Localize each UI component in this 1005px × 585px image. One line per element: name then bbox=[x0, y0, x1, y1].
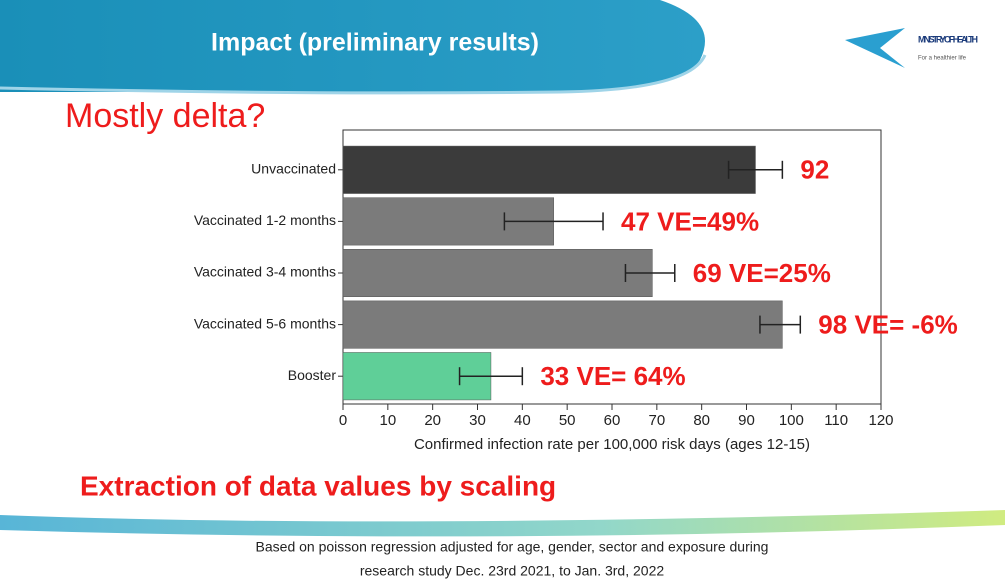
y-tick-label: Vaccinated 3-4 months bbox=[194, 264, 336, 280]
x-tick-label: 60 bbox=[604, 412, 621, 429]
x-tick-label: 20 bbox=[424, 412, 441, 429]
y-tick-label: Vaccinated 5-6 months bbox=[194, 315, 336, 331]
x-tick-label: 70 bbox=[648, 412, 665, 429]
y-tick-label: Booster bbox=[288, 367, 337, 383]
bar bbox=[342, 300, 783, 349]
logo-name: MINISTRY OF HEALTH bbox=[918, 34, 978, 44]
x-tick-label: 10 bbox=[379, 412, 396, 429]
y-tick-label: Unvaccinated bbox=[251, 161, 336, 177]
x-tick-label: 30 bbox=[469, 412, 486, 429]
x-axis-label: Confirmed infection rate per 100,000 ris… bbox=[414, 436, 810, 453]
x-tick-label: 120 bbox=[868, 412, 893, 429]
y-tick-label: Vaccinated 1-2 months bbox=[194, 212, 336, 228]
x-tick-label: 110 bbox=[824, 412, 848, 429]
logo-tagline: For a healthier life bbox=[918, 56, 967, 62]
value-label: 33 VE= 64% bbox=[540, 361, 685, 391]
value-label: 92 bbox=[800, 155, 829, 185]
header-band bbox=[0, 0, 705, 92]
footer-white bbox=[0, 525, 1005, 585]
x-tick-label: 100 bbox=[779, 412, 804, 429]
header-title: Impact (preliminary results) bbox=[211, 29, 539, 57]
header-edge bbox=[0, 54, 707, 95]
x-tick-label: 0 bbox=[339, 412, 347, 429]
bar bbox=[342, 249, 653, 297]
footnote-line: research study Dec. 23rd 2021, to Jan. 3… bbox=[360, 563, 665, 579]
value-label: 47 VE=49% bbox=[621, 206, 759, 236]
value-label: 69 VE=25% bbox=[693, 258, 831, 288]
bar bbox=[342, 145, 756, 194]
footnote-line: Based on poisson regression adjusted for… bbox=[256, 539, 769, 555]
logo-icon bbox=[845, 28, 905, 68]
x-tick-label: 90 bbox=[738, 412, 755, 429]
x-tick-label: 80 bbox=[693, 412, 710, 429]
x-tick-label: 40 bbox=[514, 412, 531, 429]
value-label: 98 VE= -6% bbox=[818, 309, 957, 339]
subtitle: Mostly delta? bbox=[65, 97, 265, 135]
note: Extraction of data values by scaling bbox=[80, 470, 556, 501]
plot: 0 10 20 30 40 50 60 70 80 90 100 110 120 Confirmed in… bbox=[194, 145, 958, 453]
x-tick-label: 50 bbox=[559, 412, 576, 429]
